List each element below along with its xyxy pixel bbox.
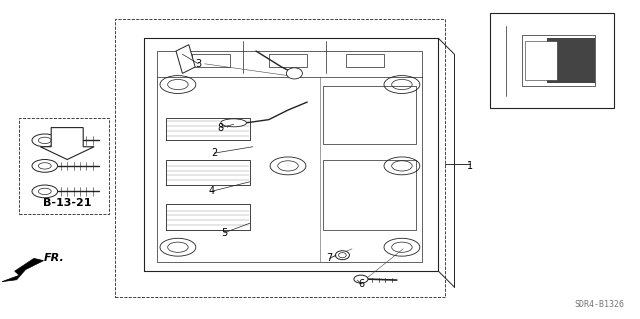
Bar [269, 54, 307, 67]
Ellipse shape [335, 251, 349, 260]
Bar [525, 41, 557, 80]
Bar [323, 86, 416, 144]
Ellipse shape [354, 275, 368, 283]
Bar [157, 51, 422, 262]
Bar [522, 35, 595, 86]
Bar [346, 54, 384, 67]
Text: 3: 3 [195, 59, 202, 69]
Text: 5: 5 [221, 228, 227, 238]
Text: 8: 8 [218, 122, 224, 133]
Polygon shape [2, 258, 44, 282]
Text: 6: 6 [358, 279, 365, 289]
Polygon shape [176, 45, 195, 73]
Bar [192, 54, 230, 67]
Bar [547, 38, 595, 83]
Bar [115, 19, 445, 297]
Text: SDR4-B1326: SDR4-B1326 [574, 300, 624, 309]
Bar [19, 118, 109, 214]
Bar [323, 160, 416, 230]
Text: 7: 7 [326, 253, 333, 263]
Text: 1: 1 [467, 161, 474, 171]
Polygon shape [40, 128, 94, 160]
Text: 4: 4 [208, 186, 214, 197]
Ellipse shape [221, 119, 246, 127]
Bar [490, 13, 614, 108]
Ellipse shape [287, 68, 303, 79]
Text: B-13-21: B-13-21 [43, 198, 92, 208]
Text: FR.: FR. [44, 253, 64, 263]
Text: 2: 2 [211, 148, 218, 158]
